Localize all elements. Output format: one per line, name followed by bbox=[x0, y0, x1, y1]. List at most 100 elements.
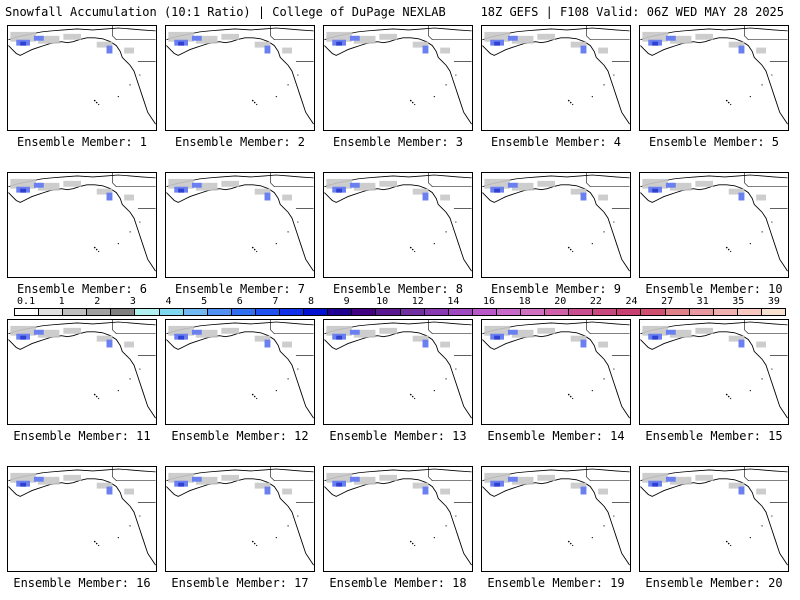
ensemble-map bbox=[323, 466, 473, 572]
ensemble-member-label: Ensemble Member: 15 bbox=[645, 429, 783, 443]
ensemble-member-label: Ensemble Member: 10 bbox=[645, 282, 783, 296]
ensemble-map bbox=[481, 25, 631, 131]
legend-swatch bbox=[400, 309, 425, 315]
legend-swatch bbox=[689, 309, 714, 315]
legend-swatch bbox=[352, 309, 377, 315]
legend-swatch bbox=[713, 309, 738, 315]
ensemble-panel: Ensemble Member: 10 bbox=[639, 172, 789, 298]
legend-tick-label: 8 bbox=[307, 296, 314, 307]
legend-swatch bbox=[63, 309, 88, 315]
ensemble-map bbox=[639, 172, 789, 278]
ensemble-member-label: Ensemble Member: 11 bbox=[13, 429, 151, 443]
legend-tick-label: 20 bbox=[554, 296, 567, 307]
legend-swatch bbox=[207, 309, 232, 315]
ensemble-panel: Ensemble Member: 20 bbox=[639, 466, 789, 592]
legend-tick-label: 39 bbox=[767, 296, 780, 307]
legend-tick-label: 3 bbox=[129, 296, 136, 307]
legend-tick-label: 2 bbox=[94, 296, 101, 307]
ensemble-member-label: Ensemble Member: 13 bbox=[329, 429, 467, 443]
ensemble-map bbox=[481, 319, 631, 425]
ensemble-map bbox=[481, 466, 631, 572]
legend-swatch bbox=[761, 309, 785, 315]
ensemble-panel: Ensemble Member: 16 bbox=[7, 466, 157, 592]
legend-swatch bbox=[472, 309, 497, 315]
ensemble-map bbox=[639, 25, 789, 131]
legend-tick-label: 4 bbox=[165, 296, 172, 307]
ensemble-member-label: Ensemble Member: 1 bbox=[16, 135, 148, 149]
ensemble-map bbox=[7, 466, 157, 572]
ensemble-panel: Ensemble Member: 4 bbox=[481, 25, 631, 151]
legend-swatch bbox=[641, 309, 666, 315]
legend-swatch bbox=[448, 309, 473, 315]
ensemble-map bbox=[639, 319, 789, 425]
ensemble-member-label: Ensemble Member: 19 bbox=[487, 576, 625, 590]
legend-swatch bbox=[665, 309, 690, 315]
legend-swatch bbox=[183, 309, 208, 315]
ensemble-member-label: Ensemble Member: 4 bbox=[490, 135, 622, 149]
ensemble-panel: Ensemble Member: 12 bbox=[165, 319, 315, 445]
legend-tick-label: 0.1 bbox=[17, 296, 36, 307]
ensemble-panel: Ensemble Member: 14 bbox=[481, 319, 631, 445]
ensemble-map bbox=[7, 319, 157, 425]
legend-swatch bbox=[328, 309, 353, 315]
legend-swatch bbox=[39, 309, 64, 315]
ensemble-map bbox=[323, 25, 473, 131]
ensemble-panel: Ensemble Member: 13 bbox=[323, 319, 473, 445]
ensemble-panel: Ensemble Member: 9 bbox=[481, 172, 631, 298]
legend-swatch bbox=[304, 309, 329, 315]
legend-swatch bbox=[15, 309, 40, 315]
legend-tick-label: 12 bbox=[411, 296, 424, 307]
legend-swatch bbox=[111, 309, 136, 315]
ensemble-panel: Ensemble Member: 18 bbox=[323, 466, 473, 592]
legend-swatch bbox=[280, 309, 305, 315]
legend-tick-label: 24 bbox=[625, 296, 638, 307]
ensemble-member-label: Ensemble Member: 9 bbox=[490, 282, 622, 296]
ensemble-member-label: Ensemble Member: 8 bbox=[332, 282, 464, 296]
ensemble-panel: Ensemble Member: 5 bbox=[639, 25, 789, 151]
legend-tick-label: 9 bbox=[343, 296, 350, 307]
legend-labels: 0.1 1 2 3 4 5 6 7 8 9 10 12 14 16 18 20 22 24 27 31 35 39 bbox=[14, 297, 786, 307]
ensemble-panel: Ensemble Member: 1 bbox=[7, 25, 157, 151]
ensemble-member-label: Ensemble Member: 18 bbox=[329, 576, 467, 590]
ensemble-member-label: Ensemble Member: 17 bbox=[171, 576, 309, 590]
ensemble-member-label: Ensemble Member: 14 bbox=[487, 429, 625, 443]
legend-tick-label: 35 bbox=[732, 296, 745, 307]
legend-swatch bbox=[135, 309, 160, 315]
ensemble-map bbox=[7, 25, 157, 131]
ensemble-panel: Ensemble Member: 19 bbox=[481, 466, 631, 592]
ensemble-member-label: Ensemble Member: 2 bbox=[174, 135, 306, 149]
legend-swatch bbox=[376, 309, 401, 315]
ensemble-map bbox=[165, 25, 315, 131]
legend-swatch bbox=[496, 309, 521, 315]
ensemble-panel: Ensemble Member: 15 bbox=[639, 319, 789, 445]
ensemble-map bbox=[323, 319, 473, 425]
ensemble-map bbox=[639, 466, 789, 572]
ensemble-map bbox=[481, 172, 631, 278]
legend-tick-label: 14 bbox=[447, 296, 460, 307]
legend-tick-label: 27 bbox=[661, 296, 674, 307]
legend-color-bar bbox=[14, 308, 786, 316]
legend-swatch bbox=[424, 309, 449, 315]
legend-swatch bbox=[593, 309, 618, 315]
ensemble-panel: Ensemble Member: 3 bbox=[323, 25, 473, 151]
ensemble-map bbox=[165, 466, 315, 572]
ensemble-map bbox=[165, 172, 315, 278]
legend-swatch bbox=[617, 309, 642, 315]
legend-swatch bbox=[569, 309, 594, 315]
ensemble-panel: Ensemble Member: 8 bbox=[323, 172, 473, 298]
legend-swatch bbox=[255, 309, 281, 315]
legend-tick-label: 31 bbox=[696, 296, 709, 307]
ensemble-member-label: Ensemble Member: 6 bbox=[16, 282, 148, 296]
legend-tick-label: 1 bbox=[58, 296, 65, 307]
ensemble-member-label: Ensemble Member: 7 bbox=[174, 282, 306, 296]
legend-swatch bbox=[231, 309, 256, 315]
legend-swatch bbox=[159, 309, 184, 315]
legend-tick-label: 5 bbox=[201, 296, 208, 307]
ensemble-member-label: Ensemble Member: 3 bbox=[332, 135, 464, 149]
legend-tick-label: 16 bbox=[483, 296, 496, 307]
ensemble-panel: Ensemble Member: 7 bbox=[165, 172, 315, 298]
ensemble-panel: Ensemble Member: 6 bbox=[7, 172, 157, 298]
ensemble-panel: Ensemble Member: 11 bbox=[7, 319, 157, 445]
model-valid-time: 18Z GEFS | F108 Valid: 06Z WED MAY 28 20… bbox=[480, 5, 784, 19]
ensemble-map bbox=[323, 172, 473, 278]
